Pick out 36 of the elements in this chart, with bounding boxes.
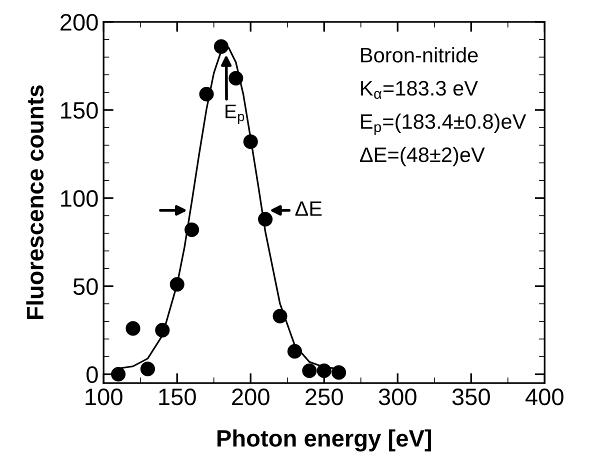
point <box>140 362 155 376</box>
annotation: ΔE <box>295 201 322 216</box>
x-tick-label: 400 <box>525 388 564 406</box>
point <box>228 70 244 86</box>
point <box>332 365 346 380</box>
point <box>199 86 214 102</box>
annotation: K$_{α}$=183.3 eV <box>361 80 478 99</box>
x-tick-label: 150 <box>159 388 196 406</box>
point <box>111 366 126 382</box>
point <box>184 222 200 238</box>
x-tick-label: 300 <box>378 388 416 406</box>
annotation: E$_{p}$=(183.4±0.8)eV <box>361 114 526 136</box>
point <box>258 212 273 226</box>
x-axis-title: Photon energy [eV] <box>217 429 432 452</box>
annotation: Boron-nitride <box>361 47 478 62</box>
point <box>126 321 140 336</box>
point <box>272 308 288 324</box>
x-tick-label: 200 <box>232 388 270 406</box>
x-tick-label: 100 <box>86 388 122 406</box>
point <box>302 363 317 378</box>
point <box>170 277 184 292</box>
annotation: E$_{p}$ <box>226 104 244 124</box>
y-axis-title: Fluorescence counts <box>26 85 44 319</box>
y-tick-label: 200 <box>60 14 98 31</box>
annotation: ΔE=(48±2)eV <box>360 146 485 166</box>
y-tick-label: 0 <box>86 366 98 384</box>
x-tick-label: 350 <box>452 388 490 406</box>
y-tick-label: 50 <box>73 278 98 295</box>
x-tick-label: 250 <box>306 388 343 406</box>
point <box>287 344 302 359</box>
point <box>243 134 258 149</box>
point <box>316 363 332 378</box>
point <box>155 322 170 338</box>
point <box>214 39 228 54</box>
y-tick-label: 100 <box>61 190 98 207</box>
y-tick-label: 150 <box>61 102 98 119</box>
